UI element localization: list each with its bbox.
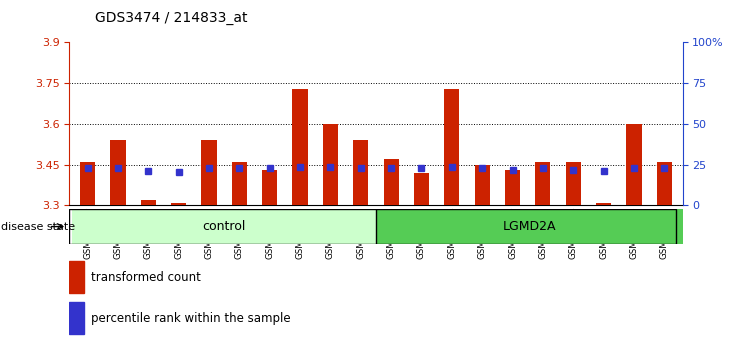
Bar [323,124,338,205]
Text: GDS3474 / 214833_at: GDS3474 / 214833_at [95,11,247,25]
Bar [535,162,550,205]
Bar [383,159,399,205]
Text: LGMD2A: LGMD2A [502,220,556,233]
Text: control: control [202,220,246,233]
Text: percentile rank within the sample: percentile rank within the sample [91,312,291,325]
Bar [626,124,642,205]
Bar [474,165,490,205]
Bar [376,209,683,244]
Bar [505,170,520,205]
Bar [201,140,217,205]
Bar [293,88,307,205]
Bar [141,200,156,205]
Bar [445,88,459,205]
Bar [69,302,84,334]
Bar [657,162,672,205]
Bar [414,173,429,205]
Text: disease state: disease state [1,222,76,232]
Bar [262,170,277,205]
Bar [110,140,126,205]
Bar [171,202,186,205]
Bar [72,209,376,244]
Bar [80,162,95,205]
Text: transformed count: transformed count [91,270,201,284]
Bar [353,140,369,205]
Bar [596,202,611,205]
Bar [231,162,247,205]
Bar [69,261,84,293]
Bar [566,162,581,205]
